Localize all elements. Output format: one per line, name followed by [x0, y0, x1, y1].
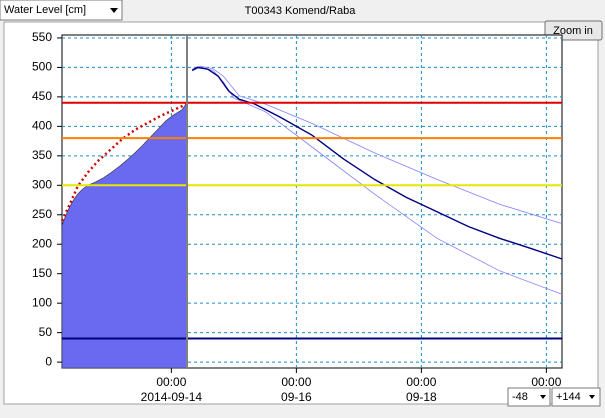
y-tick-label: 100	[32, 295, 52, 309]
y-tick-label: 350	[32, 148, 52, 162]
y-tick-label: 300	[32, 177, 52, 191]
x-tick-label: 00:00	[281, 375, 311, 389]
plot: 05010015020025030035040045050055000:0020…	[32, 30, 563, 404]
x-tick-label: 00:00	[531, 375, 561, 389]
y-tick-label: 150	[32, 266, 52, 280]
x-tick-date: 09-18	[406, 390, 437, 404]
ahead-value: +144	[556, 391, 581, 403]
observed-area	[61, 101, 188, 369]
measure-dropdown[interactable]	[0, 0, 123, 21]
x-tick-date: 09-16	[281, 390, 312, 404]
zoom-label: Zoom in	[553, 25, 593, 37]
spinner-arrow	[589, 395, 595, 399]
dropdown-arrow	[110, 8, 118, 13]
y-tick-label: 500	[32, 60, 52, 74]
y-tick-label: 200	[32, 236, 52, 250]
y-tick-label: 50	[39, 325, 53, 339]
measure-label: Water Level [cm]	[4, 4, 86, 16]
x-tick-label: 00:00	[156, 375, 186, 389]
y-tick-label: 550	[32, 30, 52, 44]
y-tick-label: 250	[32, 207, 52, 221]
forecast-line	[192, 65, 563, 224]
y-tick-label: 450	[32, 89, 52, 103]
forecast-line	[191, 66, 563, 260]
y-tick-label: 400	[32, 119, 52, 133]
spinner-arrow	[540, 395, 546, 399]
back-spinner[interactable]	[507, 387, 551, 407]
y-tick-label: 0	[45, 354, 52, 368]
x-tick-label: 00:00	[406, 375, 436, 389]
back-value: -48	[512, 391, 528, 403]
ahead-spinner[interactable]	[551, 387, 601, 407]
x-tick-date: 2014-09-14	[141, 390, 203, 404]
station-title: T00343 Komend/Raba	[245, 5, 357, 17]
